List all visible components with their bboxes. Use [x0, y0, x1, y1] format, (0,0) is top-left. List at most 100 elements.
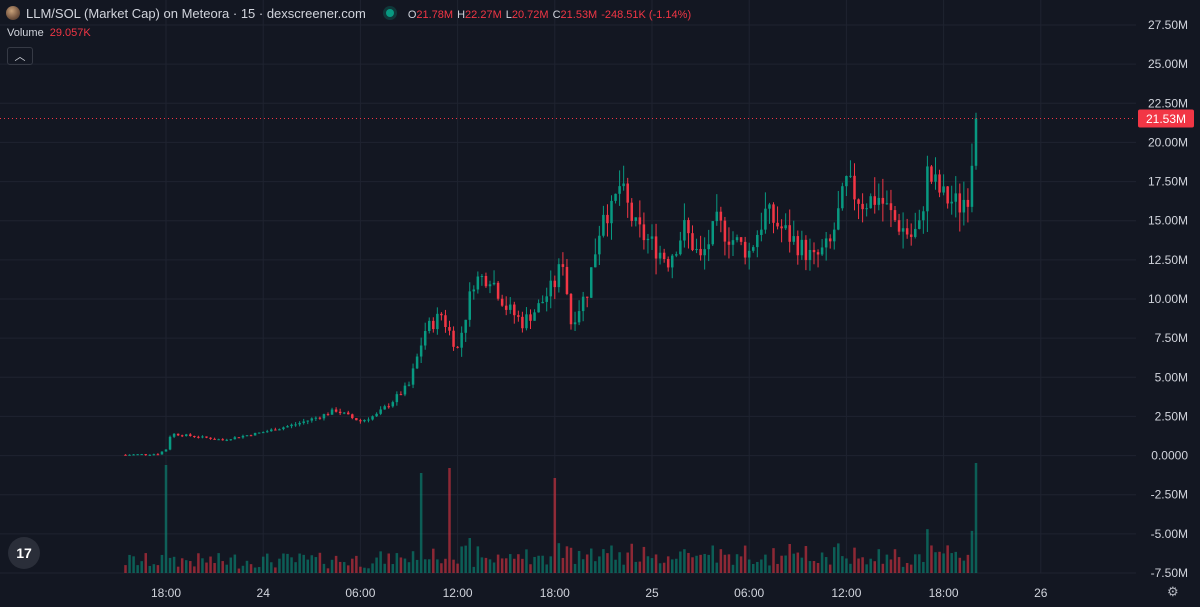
volume-bar: [537, 555, 540, 573]
volume-bar: [237, 568, 241, 573]
volume-bar: [180, 558, 184, 573]
candle-body: [792, 236, 796, 242]
x-axis-tick-label: 24: [257, 586, 271, 600]
volume-bar: [723, 554, 727, 573]
volume-bar: [460, 546, 463, 573]
candle-body: [832, 229, 836, 242]
volume-bar: [922, 561, 925, 573]
candle-body: [594, 254, 597, 268]
candle-body: [440, 313, 443, 316]
candle-body: [180, 435, 184, 437]
candle-body: [768, 204, 771, 209]
volume-bar: [448, 468, 451, 573]
candle-body: [136, 454, 139, 456]
volume-bar: [881, 563, 885, 573]
volume-bar: [176, 566, 180, 573]
volume-bar: [359, 566, 362, 573]
candle-body: [820, 247, 824, 255]
candle-body: [687, 220, 690, 234]
volume-bar: [427, 559, 431, 573]
candle-body: [642, 224, 646, 241]
candle-body: [946, 186, 949, 204]
volume-bar: [962, 560, 966, 573]
axis-layer: 27.50M 25.00M 22.50M 20.00M 17.50M 15.00M 12.5…: [151, 18, 1188, 600]
volume-bar: [687, 552, 690, 573]
settings-gear-icon[interactable]: ⚙: [1167, 584, 1179, 599]
candle-body: [395, 394, 399, 403]
volume-bar: [727, 554, 731, 573]
collapse-legend-button[interactable]: ︿: [7, 47, 33, 65]
volume-bar: [444, 558, 447, 573]
candle-body: [241, 435, 245, 438]
candle-body: [824, 238, 828, 248]
candle-body: [853, 175, 856, 200]
candle-body: [703, 249, 706, 256]
candle-body: [249, 435, 253, 437]
volume-bar: [480, 557, 484, 573]
token-logo-icon: [6, 6, 20, 20]
candle-body: [905, 228, 909, 235]
candle-body: [756, 234, 759, 248]
volume-bar: [946, 545, 949, 573]
candle-body: [638, 217, 642, 225]
candle-body: [788, 225, 791, 242]
candle-body: [606, 214, 609, 224]
candle-body: [338, 411, 342, 414]
tradingview-logo-icon[interactable]: 17: [8, 537, 40, 569]
candle-body: [310, 418, 314, 421]
volume-bar: [589, 548, 593, 573]
y-axis-tick-label: 10.00M: [1148, 292, 1188, 306]
volume-bar: [476, 546, 480, 573]
volume-bar: [970, 530, 974, 573]
volume-bar: [707, 554, 710, 573]
candle-body: [800, 239, 804, 256]
candle-body: [776, 222, 779, 227]
candle-body: [610, 200, 613, 224]
candle-body: [970, 165, 974, 207]
market-status-icon[interactable]: [385, 9, 394, 17]
volume-value: 29.057K: [49, 27, 91, 39]
volume-bar: [513, 558, 516, 573]
volume-bar: [804, 546, 808, 573]
volume-bar: [132, 556, 135, 573]
candle-body: [456, 346, 459, 348]
volume-bar: [845, 558, 848, 573]
volume-bar: [193, 566, 196, 573]
volume-bar: [808, 561, 812, 573]
volume-bar: [265, 553, 269, 573]
volume-bar: [691, 557, 694, 573]
volume-bar: [504, 558, 508, 573]
candle-body: [488, 284, 492, 287]
candle-body: [553, 280, 557, 288]
candle-body: [436, 313, 439, 330]
volume-bar: [290, 557, 293, 573]
volume-bar: [873, 561, 877, 573]
candle-body: [954, 193, 958, 202]
volume-bar: [517, 554, 520, 573]
volume-bar: [488, 559, 492, 573]
volume-bar: [160, 554, 164, 573]
candle-body: [452, 330, 455, 347]
volume-bar: [622, 564, 625, 573]
candle-body: [521, 316, 524, 329]
volume-bar: [683, 549, 686, 573]
volume-bar: [784, 555, 787, 573]
candle-body: [922, 211, 925, 221]
candle-body: [816, 252, 820, 255]
candle-body: [743, 241, 747, 258]
volume-bar: [423, 559, 427, 573]
candle-body: [278, 429, 281, 431]
candle-body: [176, 433, 180, 436]
volume-bar: [658, 563, 662, 573]
candle-body: [209, 437, 212, 439]
volume-bar: [670, 559, 674, 573]
candle-body: [731, 240, 735, 245]
x-axis-tick-label: 06:00: [345, 586, 375, 600]
volume-bar: [314, 557, 318, 573]
y-axis-tick-label: 7.50M: [1155, 331, 1188, 345]
candle-body: [411, 368, 415, 385]
volume-bar: [646, 556, 650, 573]
volume-bar: [318, 552, 322, 573]
volume-bar: [557, 543, 561, 573]
